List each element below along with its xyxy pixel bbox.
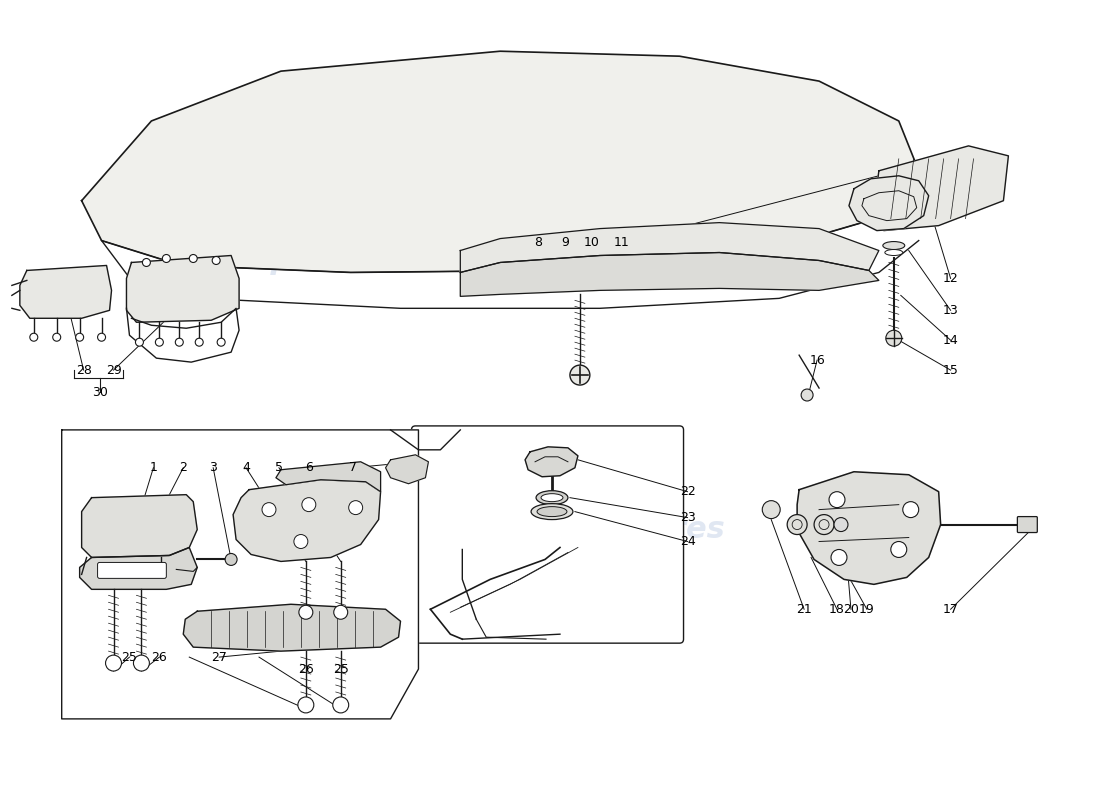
Circle shape (133, 655, 150, 671)
FancyBboxPatch shape (98, 562, 166, 578)
Text: 12: 12 (943, 272, 958, 285)
FancyBboxPatch shape (411, 426, 683, 643)
Polygon shape (20, 266, 111, 318)
Polygon shape (525, 447, 578, 477)
Text: 13: 13 (943, 304, 958, 317)
Ellipse shape (537, 506, 566, 517)
Circle shape (212, 257, 220, 265)
Circle shape (333, 697, 349, 713)
Circle shape (830, 550, 847, 566)
Text: 10: 10 (584, 236, 600, 249)
Polygon shape (184, 604, 400, 651)
Circle shape (189, 254, 197, 262)
Text: 5: 5 (275, 462, 283, 474)
Circle shape (135, 338, 143, 346)
Text: 1: 1 (150, 462, 157, 474)
FancyBboxPatch shape (1018, 517, 1037, 533)
Text: 16: 16 (810, 354, 825, 366)
Circle shape (262, 502, 276, 517)
Circle shape (98, 334, 106, 342)
Circle shape (570, 365, 590, 385)
Circle shape (333, 606, 348, 619)
Polygon shape (81, 494, 197, 558)
Circle shape (903, 502, 918, 518)
Text: 25: 25 (121, 650, 138, 664)
Circle shape (891, 542, 906, 558)
Text: 6: 6 (305, 462, 312, 474)
Polygon shape (460, 222, 879, 273)
Text: 4: 4 (242, 462, 250, 474)
Circle shape (762, 501, 780, 518)
Text: eurospares: eurospares (534, 515, 726, 544)
Text: 28: 28 (76, 364, 91, 377)
Text: 29: 29 (106, 364, 121, 377)
Polygon shape (233, 480, 381, 562)
Circle shape (106, 655, 121, 671)
Ellipse shape (541, 494, 563, 502)
Circle shape (142, 258, 151, 266)
Ellipse shape (531, 504, 573, 519)
Circle shape (53, 334, 60, 342)
Circle shape (175, 338, 184, 346)
Circle shape (829, 492, 845, 508)
Circle shape (886, 330, 902, 346)
Polygon shape (386, 455, 428, 484)
Polygon shape (276, 462, 381, 492)
Ellipse shape (884, 250, 903, 255)
Polygon shape (62, 430, 418, 719)
Text: 19: 19 (859, 602, 874, 616)
Polygon shape (798, 472, 940, 584)
Circle shape (788, 514, 807, 534)
Text: 26: 26 (152, 650, 167, 664)
Text: 17: 17 (943, 602, 958, 616)
Text: 8: 8 (534, 236, 542, 249)
Text: 21: 21 (796, 602, 812, 616)
Circle shape (301, 498, 316, 512)
Text: 23: 23 (680, 511, 695, 524)
Polygon shape (849, 176, 928, 230)
Polygon shape (873, 146, 1009, 230)
Circle shape (299, 606, 312, 619)
Text: 25: 25 (333, 662, 349, 675)
Text: 11: 11 (614, 236, 629, 249)
Ellipse shape (536, 490, 568, 505)
Text: 18: 18 (829, 602, 845, 616)
Text: 22: 22 (680, 485, 695, 498)
Circle shape (30, 334, 37, 342)
Polygon shape (81, 51, 918, 273)
Text: 14: 14 (943, 334, 958, 346)
Circle shape (349, 501, 363, 514)
Circle shape (195, 338, 204, 346)
Polygon shape (126, 255, 239, 322)
Polygon shape (460, 253, 879, 296)
Text: 3: 3 (209, 462, 217, 474)
Circle shape (155, 338, 163, 346)
Text: eurospares: eurospares (185, 515, 377, 544)
Text: eurospares: eurospares (534, 216, 726, 245)
Text: 26: 26 (298, 662, 314, 675)
Text: eurospares: eurospares (175, 246, 367, 275)
Circle shape (834, 518, 848, 531)
Circle shape (226, 554, 238, 566)
Circle shape (163, 254, 170, 262)
Text: 2: 2 (179, 462, 187, 474)
Ellipse shape (883, 242, 905, 250)
Text: 7: 7 (349, 462, 356, 474)
Text: 27: 27 (211, 650, 227, 664)
Circle shape (298, 697, 314, 713)
Circle shape (801, 389, 813, 401)
Text: 20: 20 (843, 602, 859, 616)
Text: 24: 24 (680, 535, 695, 548)
Circle shape (814, 514, 834, 534)
Text: 9: 9 (561, 236, 569, 249)
Text: 30: 30 (91, 386, 108, 398)
Text: 15: 15 (943, 364, 958, 377)
Circle shape (76, 334, 84, 342)
Circle shape (294, 534, 308, 549)
Polygon shape (79, 547, 197, 590)
Circle shape (217, 338, 226, 346)
